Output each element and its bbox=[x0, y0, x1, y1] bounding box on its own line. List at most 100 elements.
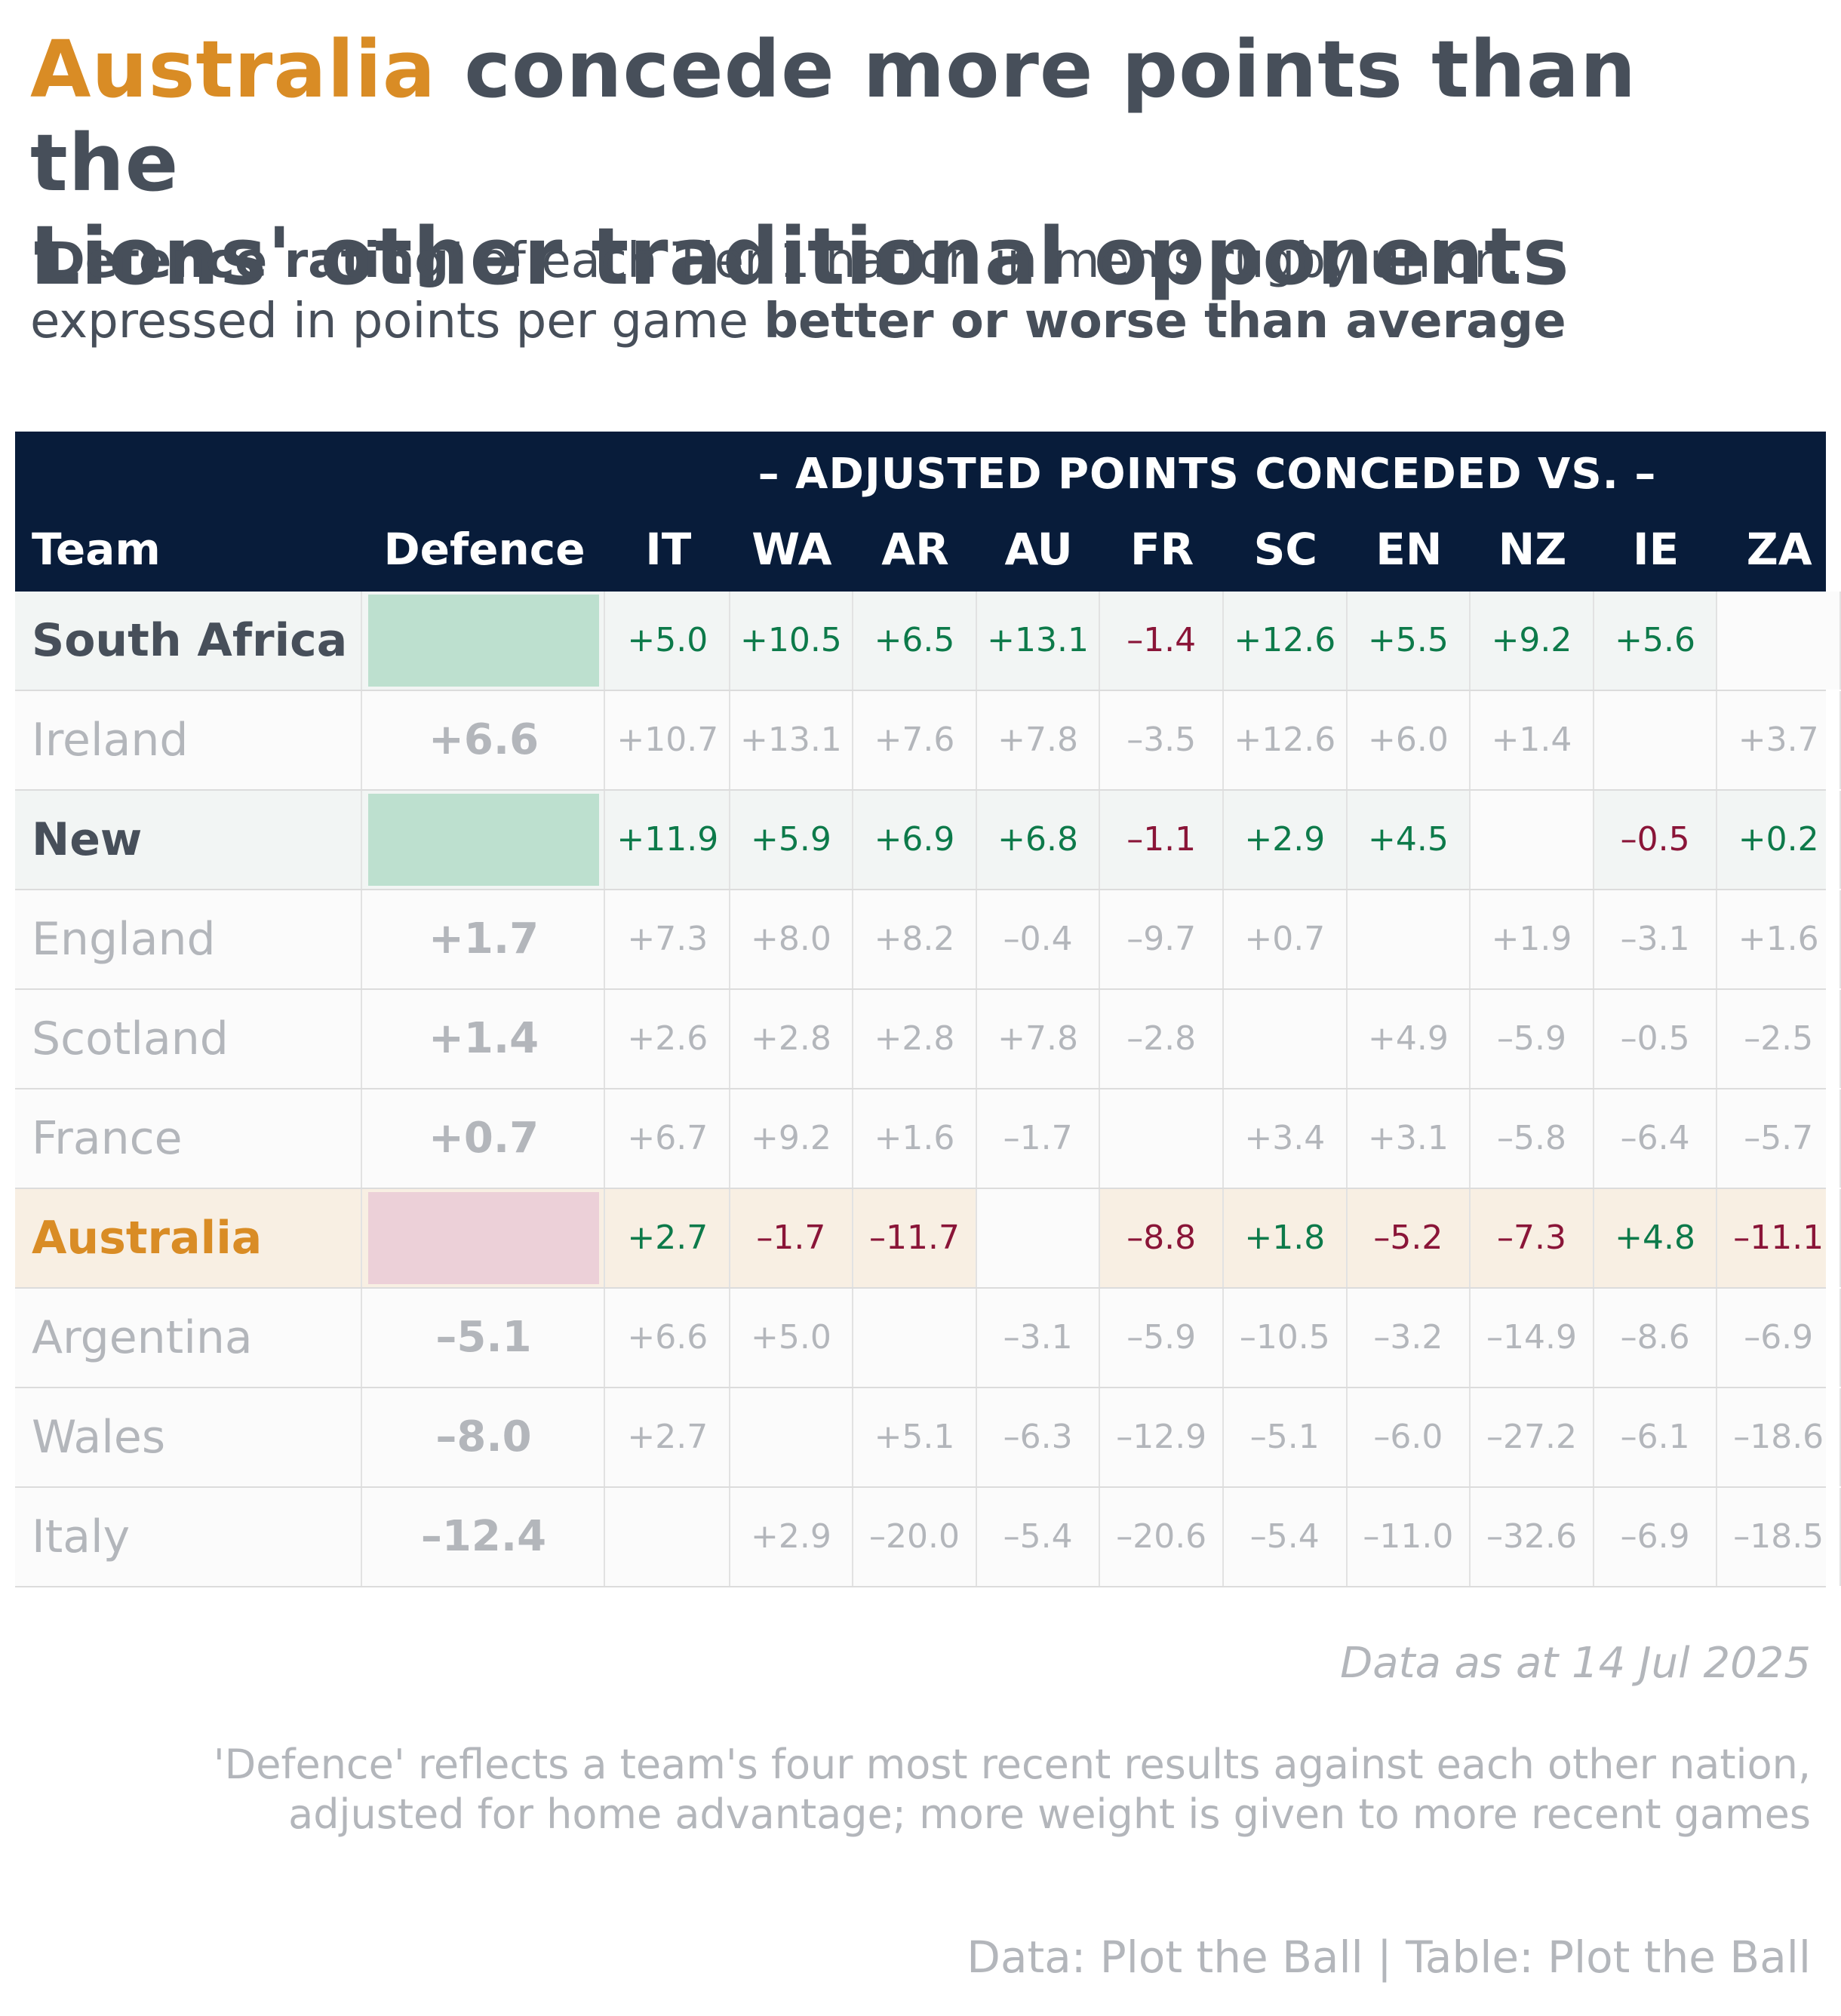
header-sc: SC bbox=[1253, 524, 1317, 575]
conceded-value-sc: +12.6 bbox=[1224, 592, 1348, 690]
conceded-value-sc: –5.4 bbox=[1224, 1488, 1348, 1586]
conceded-value-za bbox=[1717, 592, 1841, 690]
team-name: Wales bbox=[15, 1388, 362, 1486]
conceded-value-au: +7.8 bbox=[977, 691, 1101, 789]
defence-rating: –4.7 bbox=[364, 1189, 605, 1287]
header-fr: FR bbox=[1130, 524, 1194, 575]
defence-highlight-box bbox=[368, 1192, 599, 1284]
conceded-value-au: +6.8 bbox=[977, 791, 1101, 889]
table-row: New Zealand+3.8+11.9+5.9+6.9+6.8–1.1+2.9… bbox=[15, 791, 1841, 964]
conceded-value-it: +2.7 bbox=[607, 1388, 730, 1486]
team-name: New Zealand bbox=[15, 791, 362, 964]
conceded-value-en: –11.0 bbox=[1348, 1488, 1471, 1586]
defence-rating: –8.0 bbox=[364, 1388, 605, 1486]
conceded-value-za: +3.7 bbox=[1717, 691, 1841, 789]
conceded-value-nz: +1.4 bbox=[1471, 691, 1594, 789]
header-ie: IE bbox=[1632, 524, 1680, 575]
header-it: IT bbox=[645, 524, 692, 575]
conceded-value-nz: –5.8 bbox=[1471, 1089, 1594, 1188]
conceded-value-fr: –5.9 bbox=[1100, 1289, 1224, 1387]
defence-value: +0.7 bbox=[428, 1114, 539, 1163]
conceded-value-nz: –27.2 bbox=[1471, 1388, 1594, 1486]
conceded-value-wa: +2.9 bbox=[730, 1488, 854, 1586]
conceded-value-wa: +5.0 bbox=[730, 1289, 854, 1387]
defence-rating: +1.4 bbox=[364, 990, 605, 1088]
conceded-value-nz: –7.3 bbox=[1471, 1189, 1594, 1287]
header-za: ZA bbox=[1746, 524, 1812, 575]
conceded-value-za: –18.5 bbox=[1717, 1488, 1841, 1586]
chart-title: Australia concede more points than the Li… bbox=[30, 23, 1811, 303]
conceded-value-au: –6.3 bbox=[977, 1388, 1101, 1486]
subtitle-text1: of each Tier 1 nation in men's rugby uni… bbox=[463, 233, 1520, 289]
team-name: South Africa bbox=[15, 592, 362, 690]
chart-subtitle: 'Defence rating' of each Tier 1 nation i… bbox=[30, 231, 1811, 352]
conceded-value-ie: –6.1 bbox=[1594, 1388, 1718, 1486]
conceded-value-it: +6.7 bbox=[607, 1089, 730, 1188]
defence-rating: –12.4 bbox=[364, 1488, 605, 1586]
conceded-value-ie: –0.5 bbox=[1594, 990, 1718, 1088]
conceded-value-fr bbox=[1100, 1089, 1224, 1188]
header-au: AU bbox=[1004, 524, 1073, 575]
title-line2: Lions' other traditional opponents bbox=[30, 211, 1570, 303]
conceded-value-en: +6.0 bbox=[1348, 691, 1471, 789]
conceded-value-fr: –2.8 bbox=[1100, 990, 1224, 1088]
header-ar: AR bbox=[881, 524, 949, 575]
conceded-value-nz: –5.9 bbox=[1471, 990, 1594, 1088]
conceded-value-nz: –14.9 bbox=[1471, 1289, 1594, 1387]
conceded-value-ie: –6.9 bbox=[1594, 1488, 1718, 1586]
conceded-value-sc: +3.4 bbox=[1224, 1089, 1348, 1188]
conceded-value-sc: +12.6 bbox=[1224, 691, 1348, 789]
conceded-value-wa: +9.2 bbox=[730, 1089, 854, 1188]
conceded-value-ie: +5.6 bbox=[1594, 592, 1718, 690]
conceded-value-au bbox=[976, 1189, 1101, 1287]
conceded-value-en: –3.2 bbox=[1348, 1289, 1471, 1387]
conceded-value-nz: –32.6 bbox=[1471, 1488, 1594, 1586]
column-spanner: – ADJUSTED POINTS CONCEDED VS. – bbox=[758, 450, 1657, 499]
defence-value: +6.6 bbox=[428, 715, 539, 764]
conceded-value-au: +7.8 bbox=[977, 990, 1101, 1088]
conceded-value-wa: –1.7 bbox=[730, 1189, 854, 1287]
table-row: Wales –8.0 +2.7 +5.1 –6.3 –12.9 –5.1 –6.0 –27.2–… bbox=[15, 1388, 1841, 1488]
conceded-value-fr: –1.4 bbox=[1100, 592, 1224, 690]
defence-highlight-box bbox=[368, 794, 599, 886]
conceded-value-sc: +1.8 bbox=[1224, 1189, 1348, 1287]
table-row: England +1.7 +7.3 +8.0 +8.2 –0.4 –9.7 +0.7 +1.9–… bbox=[15, 890, 1841, 990]
conceded-value-en: +5.5 bbox=[1348, 592, 1471, 690]
conceded-value-wa: +2.8 bbox=[730, 990, 854, 1088]
conceded-value-nz: +9.2 bbox=[1471, 592, 1594, 690]
conceded-value-wa: +5.9 bbox=[730, 791, 854, 889]
team-name: Scotland bbox=[15, 990, 362, 1088]
subtitle-bold1: 'Defence rating' bbox=[30, 233, 464, 289]
conceded-value-it bbox=[607, 1488, 730, 1586]
methodology-note: 'Defence' reflects a team's four most re… bbox=[75, 1740, 1811, 1839]
conceded-value-en: –5.2 bbox=[1348, 1189, 1471, 1287]
title-rest-line1: concede more points than the bbox=[30, 23, 1637, 209]
table-row: France +0.7 +6.7 +9.2 +1.6 –1.7 +3.4 +3.1 –5.8 –6… bbox=[15, 1089, 1841, 1189]
defence-rating: +6.6 bbox=[364, 691, 605, 789]
team-name: France bbox=[15, 1089, 362, 1188]
header-en: EN bbox=[1375, 524, 1443, 575]
conceded-value-fr: –12.9 bbox=[1100, 1388, 1224, 1486]
conceded-value-za: –11.1 bbox=[1717, 1189, 1841, 1287]
conceded-value-ie: –3.1 bbox=[1594, 890, 1718, 988]
conceded-value-wa: +8.0 bbox=[730, 890, 854, 988]
conceded-value-ar: +2.8 bbox=[853, 990, 977, 1088]
conceded-value-ie: +4.8 bbox=[1594, 1189, 1718, 1287]
defence-value: –5.1 bbox=[435, 1313, 532, 1362]
conceded-value-nz: +1.9 bbox=[1471, 890, 1594, 988]
table-row: Italy –12.4 +2.9 –20.0 –5.4 –20.6 –5.4 –11.0 –32… bbox=[15, 1488, 1841, 1587]
conceded-value-za: –6.9 bbox=[1717, 1289, 1841, 1387]
conceded-value-za: +1.6 bbox=[1717, 890, 1841, 988]
conceded-value-wa bbox=[730, 1388, 854, 1486]
conceded-value-fr: –9.7 bbox=[1100, 890, 1224, 988]
conceded-value-it: +6.6 bbox=[607, 1289, 730, 1387]
conceded-value-za: –2.5 bbox=[1717, 990, 1841, 1088]
header-wa: WA bbox=[751, 524, 832, 575]
conceded-value-fr: –3.5 bbox=[1100, 691, 1224, 789]
conceded-value-it: +7.3 bbox=[607, 890, 730, 988]
conceded-value-it: +10.7 bbox=[607, 691, 730, 789]
conceded-value-ie bbox=[1594, 691, 1718, 789]
conceded-value-it: +11.9 bbox=[607, 791, 730, 889]
conceded-value-ar: +8.2 bbox=[853, 890, 977, 988]
subtitle-text2: expressed in points per game bbox=[30, 293, 764, 349]
